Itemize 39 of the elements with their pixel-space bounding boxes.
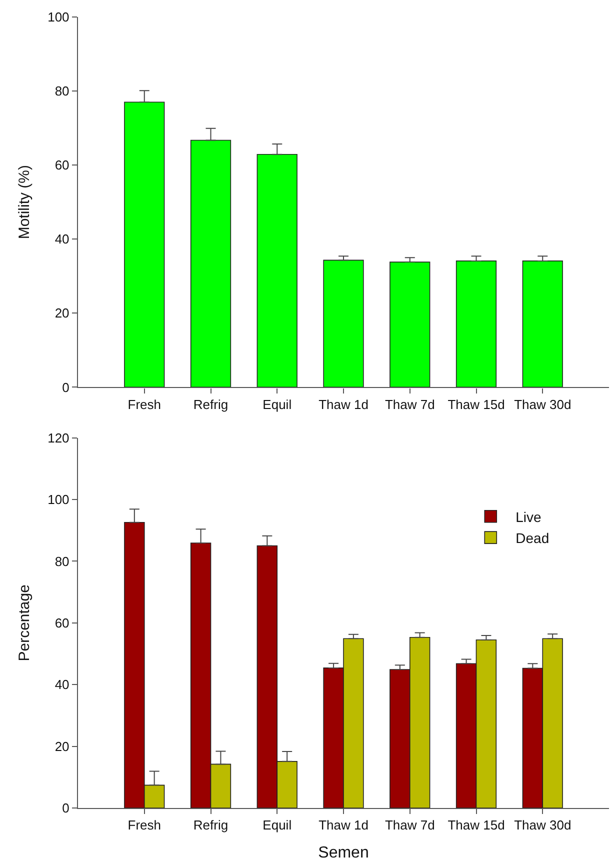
- y-tick-label: 100: [48, 10, 70, 25]
- y-tick-label: 0: [62, 380, 70, 395]
- y-tick-label: 80: [54, 84, 70, 99]
- y-axis-title: Motility (%): [16, 165, 33, 240]
- x-tick-label: Thaw 7d: [384, 818, 435, 833]
- x-axis-title: Semen: [318, 844, 369, 862]
- y-tick-label: 40: [54, 232, 70, 247]
- x-tick-label: Thaw 30d: [514, 396, 572, 412]
- x-tick-label: Refrig: [193, 818, 228, 833]
- x-tick-label: Thaw 1d: [318, 818, 368, 833]
- x-tick-label: Refrig: [193, 396, 228, 412]
- x-tick-label: Fresh: [128, 818, 161, 833]
- legend-label: Dead: [516, 530, 550, 546]
- bar: [256, 154, 298, 388]
- y-tick-label: 20: [54, 306, 70, 321]
- y-axis-title: Percentage: [16, 584, 33, 662]
- y-tick-label: 120: [48, 430, 70, 446]
- bar: [190, 140, 232, 388]
- bar: [323, 260, 364, 388]
- x-tick-label: Equil: [262, 818, 292, 833]
- x-tick-label: Thaw 1d: [318, 396, 368, 412]
- x-tick-label: Thaw 15d: [448, 818, 505, 833]
- bar: [456, 260, 497, 388]
- y-tick-label: 80: [54, 554, 70, 569]
- y-tick-label: 100: [48, 492, 70, 508]
- x-tick-label: Thaw 7d: [384, 396, 435, 412]
- y-tick-label: 60: [54, 615, 70, 630]
- y-tick-label: 60: [54, 158, 70, 173]
- x-tick-label: Thaw 15d: [448, 396, 505, 412]
- bar: [390, 262, 430, 388]
- bar: [522, 260, 563, 388]
- bar: [124, 102, 165, 388]
- y-tick-label: 0: [62, 800, 70, 816]
- legend-label: Live: [516, 508, 542, 525]
- x-tick-label: Equil: [262, 396, 292, 412]
- y-tick-label: 20: [54, 738, 70, 754]
- x-tick-label: Thaw 30d: [514, 818, 572, 833]
- y-tick-label: 40: [54, 677, 70, 692]
- x-tick-label: Fresh: [128, 396, 161, 412]
